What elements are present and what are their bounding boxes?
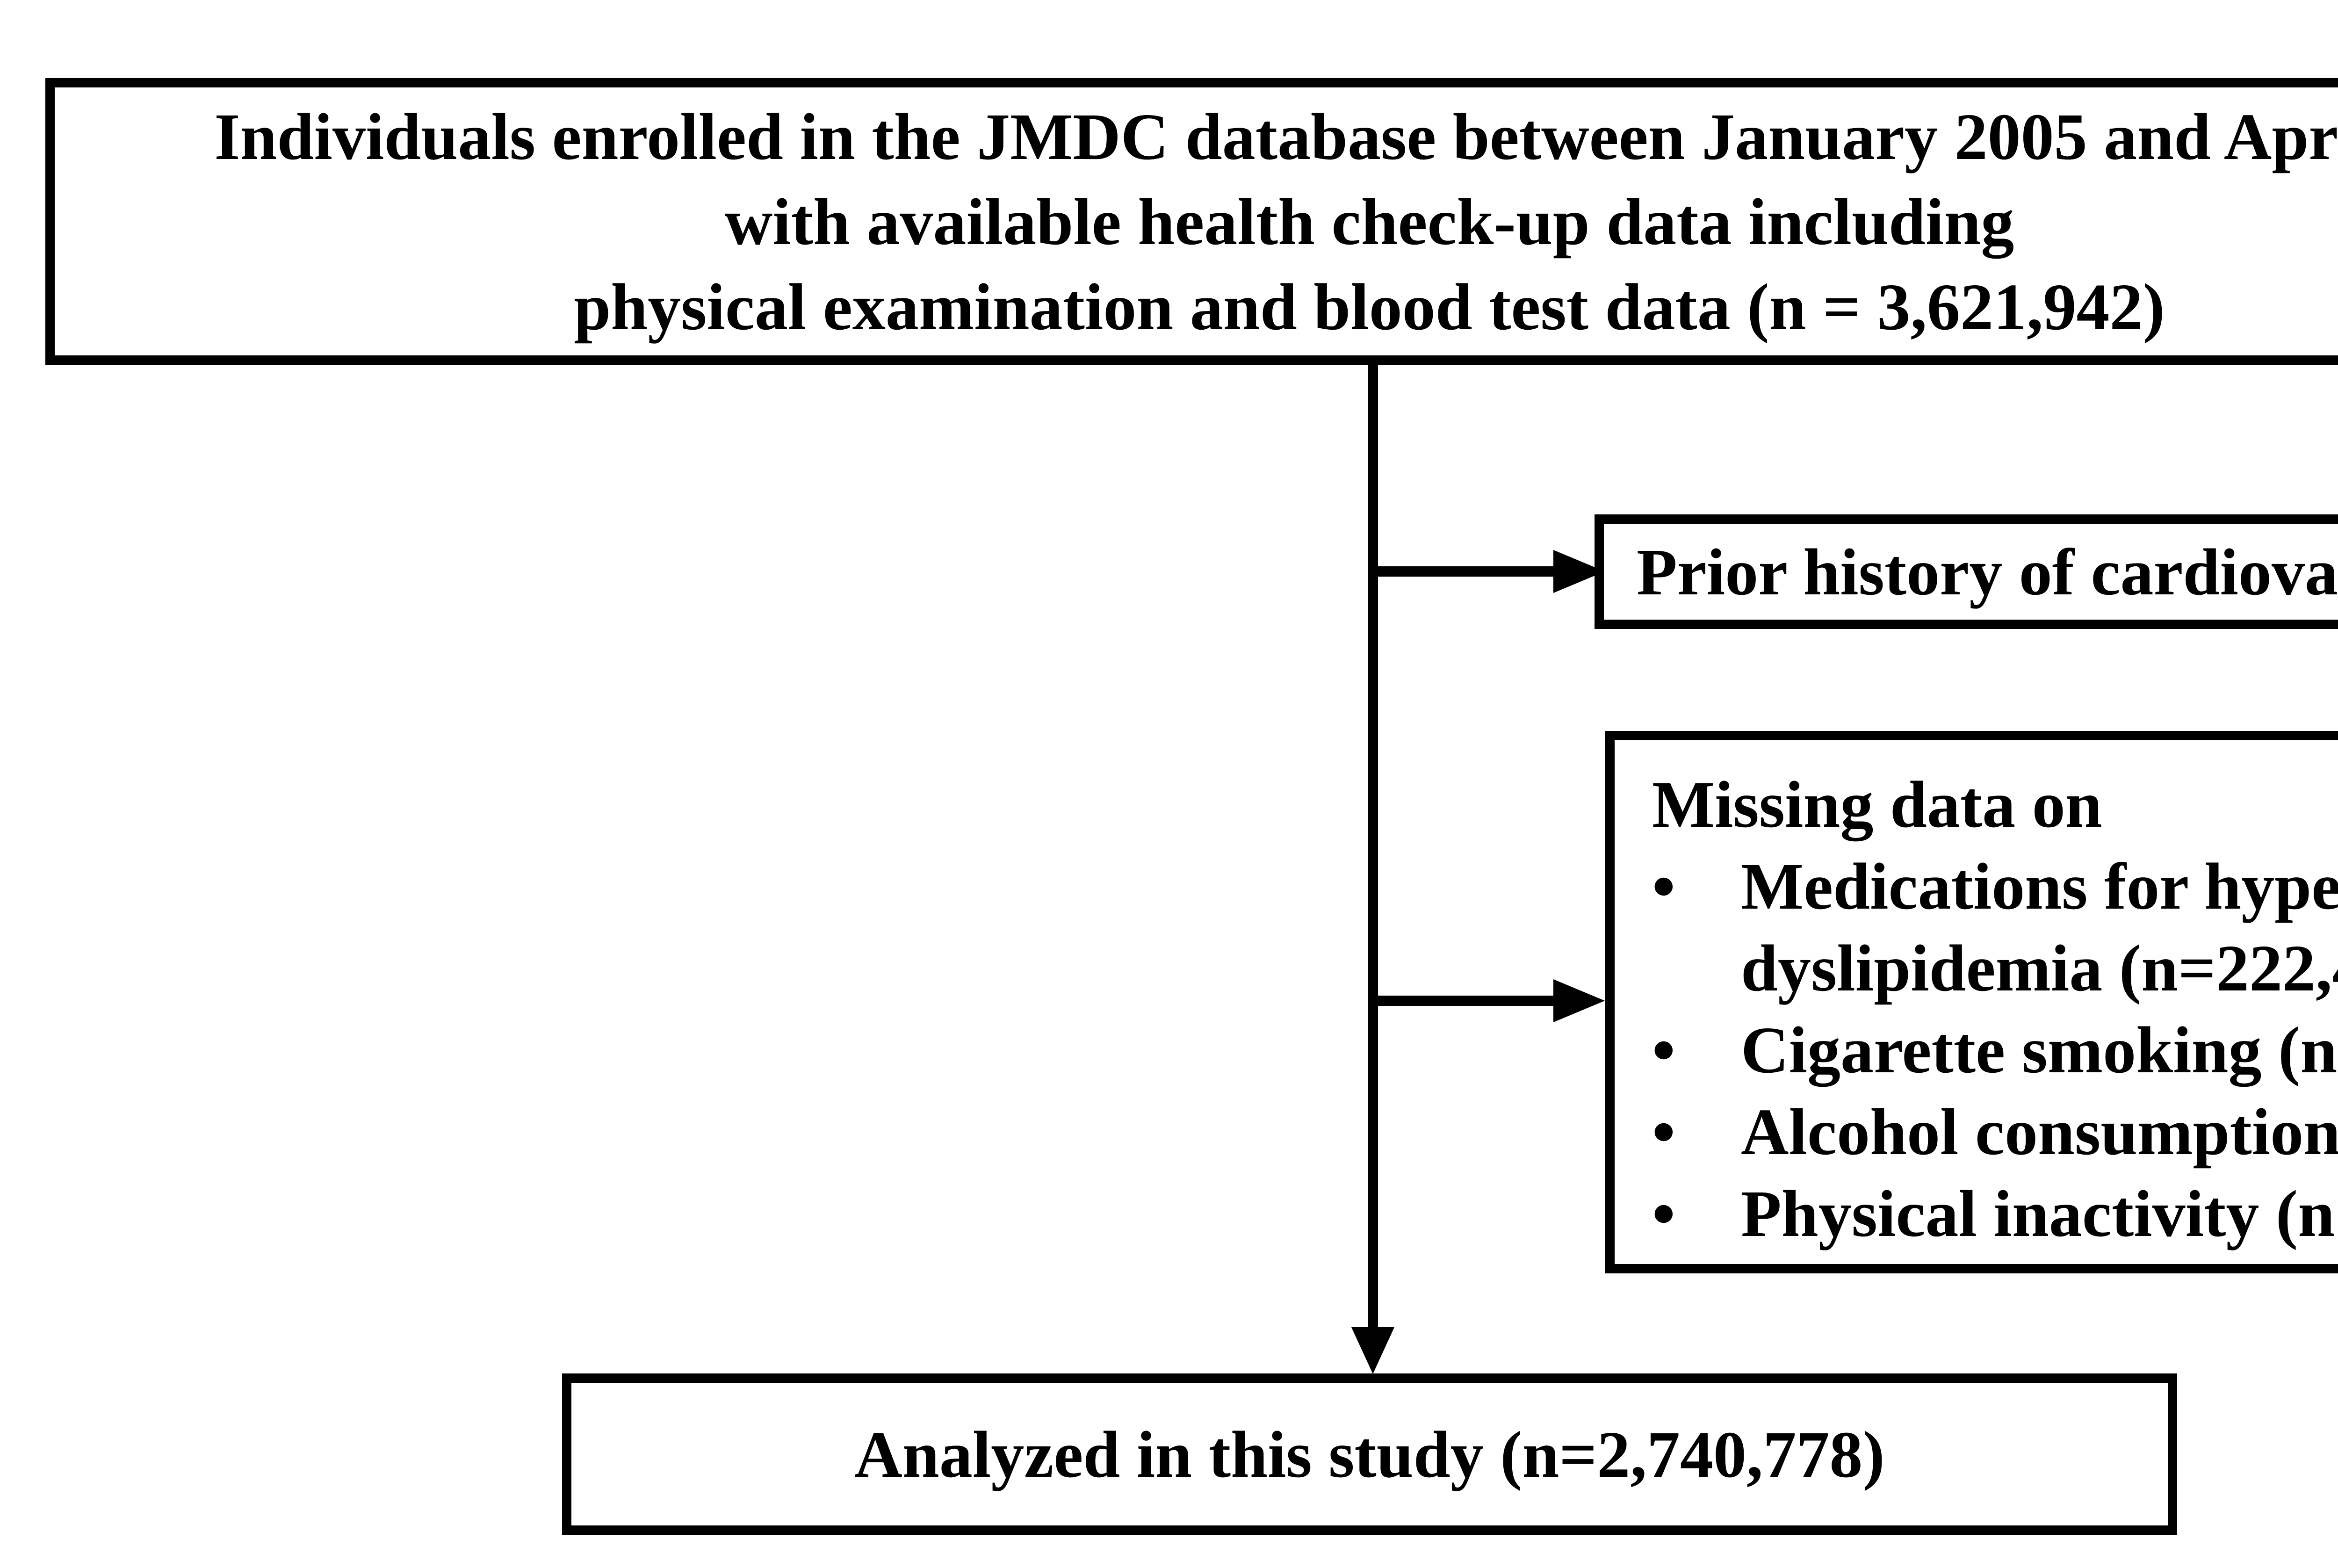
enrollment-line-3: physical examination and blood test data… <box>574 269 2165 344</box>
bullet-line: Medications for hypertension, diabetes m… <box>1741 849 2338 923</box>
exclusion-arrow-1 <box>1373 566 1555 577</box>
bullet-line: Physical inactivity (n=107,079) <box>1741 1177 2338 1250</box>
analyzed-box: Analyzed in this study (n=2,740,778) <box>562 1373 2177 1535</box>
bullet-item-alcohol: • Alcohol consumption (n=370,041) <box>1652 1091 2338 1173</box>
prior-cvd-exclusion-box: Prior history of cardiovascular disease … <box>1595 514 2338 629</box>
analyzed-text: Analyzed in this study (n=2,740,778) <box>854 1417 1885 1491</box>
prior-cvd-text: Prior history of cardiovascular disease … <box>1637 535 2338 609</box>
down-arrowhead-icon <box>1351 1327 1394 1374</box>
bullet-line: dyslipidemia (n=222,496) <box>1741 931 2338 1005</box>
missing-data-exclusion-box: Missing data on • Medications for hypert… <box>1605 731 2338 1273</box>
bullet-icon: • <box>1652 1177 1675 1250</box>
exclusion-arrow-2 <box>1373 996 1555 1006</box>
bullet-text-inactivity: Physical inactivity (n=107,079) <box>1741 1173 2338 1255</box>
bullet-text-alcohol: Alcohol consumption (n=370,041) <box>1741 1091 2338 1173</box>
bullet-item-medications: • Medications for hypertension, diabetes… <box>1652 845 2338 1009</box>
bullet-text-medications: Medications for hypertension, diabetes m… <box>1741 845 2338 1009</box>
enrollment-line-1: Individuals enrolled in the JMDC databas… <box>214 99 2338 173</box>
bullet-icon: • <box>1652 1013 1675 1087</box>
main-flow-line <box>1368 365 1378 1329</box>
bullet-item-inactivity: • Physical inactivity (n=107,079) <box>1652 1173 2338 1255</box>
bullet-text-smoking: Cigarette smoking (n=15,404) <box>1741 1009 2338 1091</box>
enrollment-box: Individuals enrolled in the JMDC databas… <box>45 78 2338 365</box>
bullet-icon: • <box>1652 1095 1675 1169</box>
bullet-line: Cigarette smoking (n=15,404) <box>1741 1013 2338 1087</box>
bullet-line: Alcohol consumption (n=370,041) <box>1741 1095 2338 1169</box>
right-arrowhead-icon <box>1553 979 1605 1022</box>
enrollment-line-2: with available health check-up data incl… <box>724 184 2014 259</box>
missing-data-heading: Missing data on <box>1652 767 2102 841</box>
bullet-item-smoking: • Cigarette smoking (n=15,404) <box>1652 1009 2338 1091</box>
bullet-icon: • <box>1652 849 1675 923</box>
